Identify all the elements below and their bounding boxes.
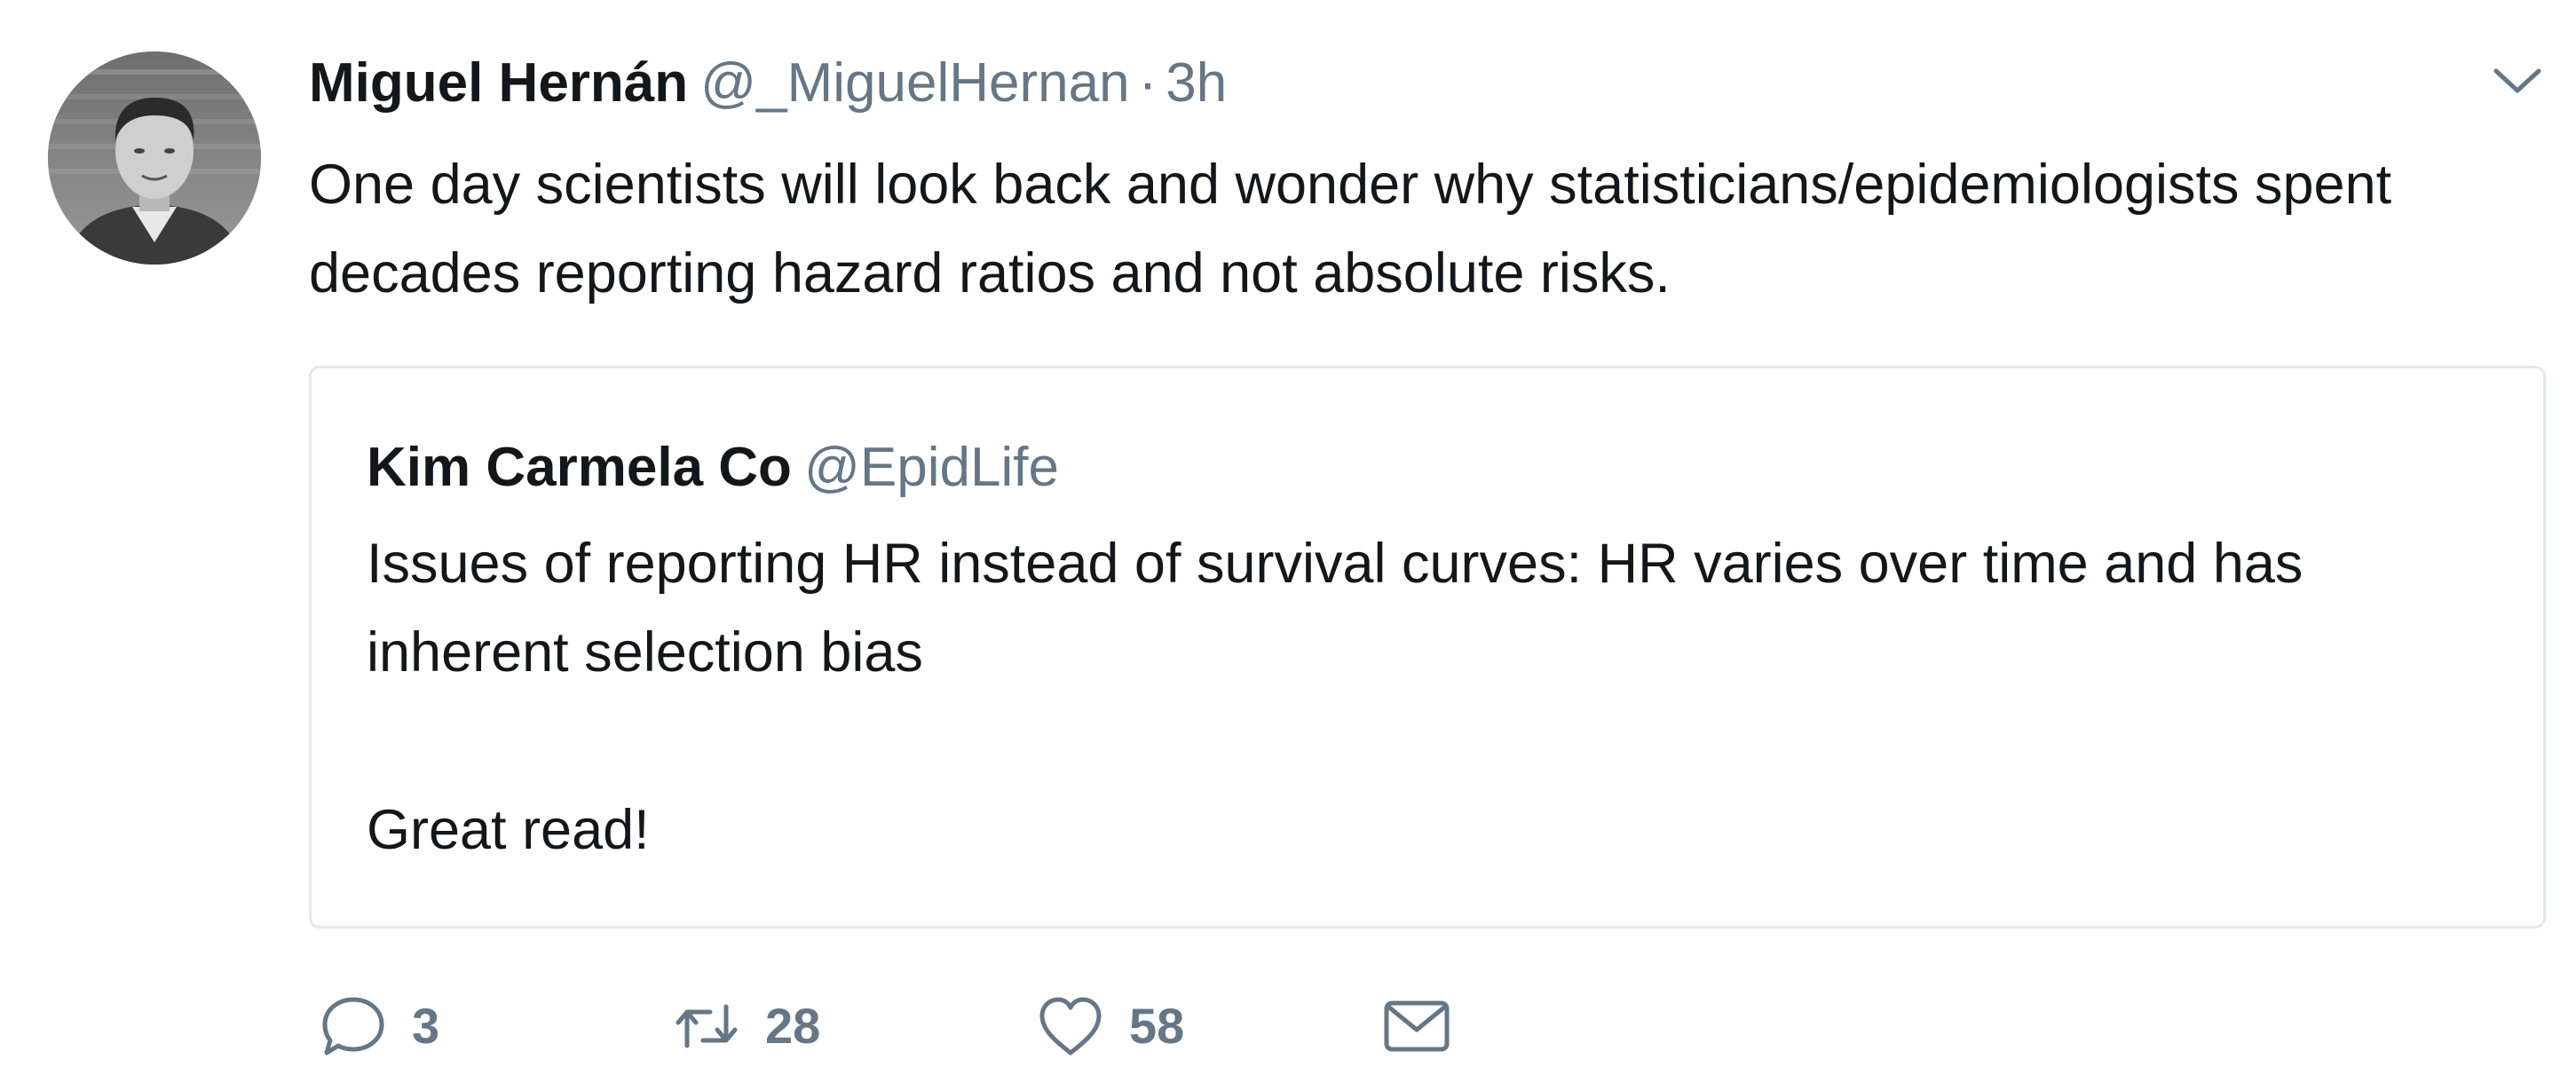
tweet-text: One day scientists will look back and wo… — [309, 154, 2392, 304]
retweet-count: 28 — [765, 998, 821, 1054]
avatar[interactable] — [48, 51, 261, 265]
quoted-tweet-paragraph: Issues of reporting HR instead of surviv… — [367, 533, 2303, 684]
timestamp[interactable]: 3h — [1166, 52, 1228, 114]
reply-count: 3 — [412, 998, 440, 1054]
author-name[interactable]: Miguel Hernán — [309, 52, 689, 114]
heart-icon — [1039, 997, 1102, 1055]
direct-message-button[interactable] — [1381, 984, 1452, 1069]
reply-button[interactable]: 3 — [318, 984, 439, 1069]
tweet-header: Miguel Hernán @_MiguelHernan · 3h — [309, 48, 1227, 119]
envelope-icon — [1384, 1000, 1450, 1052]
quoted-tweet-header: Kim Carmela Co @EpidLife — [367, 432, 1059, 503]
like-count: 58 — [1129, 998, 1185, 1054]
quoted-tweet[interactable]: Kim Carmela Co @EpidLife Issues of report… — [309, 366, 2546, 929]
avatar-image — [48, 51, 261, 265]
tweet-actions: 3 28 58 — [318, 984, 1561, 1069]
retweet-icon — [676, 1004, 738, 1048]
chevron-down-icon[interactable] — [2491, 64, 2544, 99]
quoted-author-name: Kim Carmela Co — [367, 437, 792, 498]
quoted-author-handle: @EpidLife — [803, 437, 1059, 498]
quoted-tweet-text: Issues of reporting HR instead of surviv… — [367, 519, 2497, 874]
separator-dot: · — [1138, 52, 1158, 114]
reply-icon — [322, 997, 384, 1055]
author-handle[interactable]: @_MiguelHernan — [700, 52, 1130, 114]
retweet-button[interactable]: 28 — [671, 984, 820, 1069]
quoted-tweet-paragraph: Great read! — [367, 799, 650, 861]
like-button[interactable]: 58 — [1035, 984, 1184, 1069]
